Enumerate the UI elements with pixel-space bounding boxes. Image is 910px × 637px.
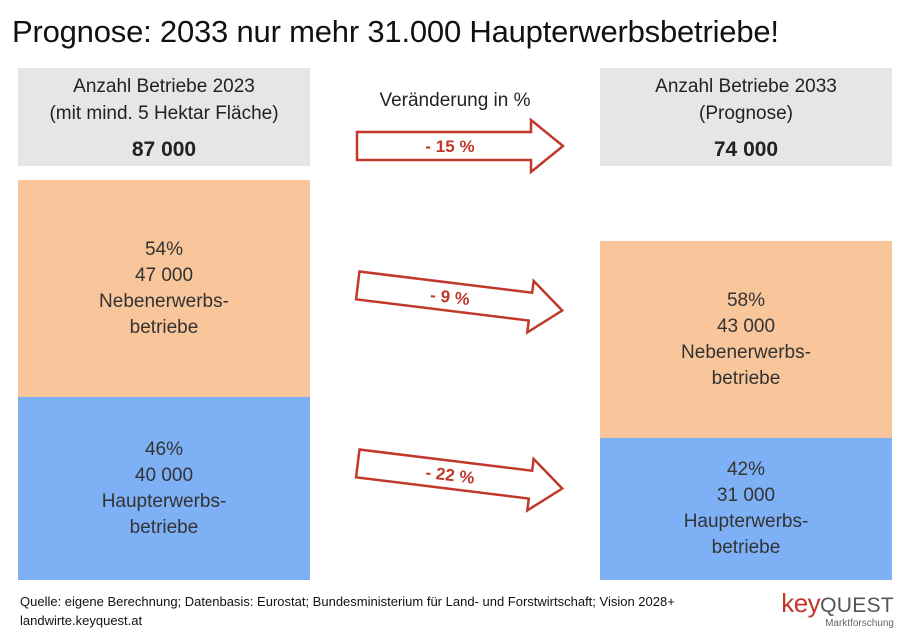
logo-key: key	[781, 588, 821, 618]
segment-count: 47 000	[134, 264, 194, 286]
segment-name-line1: Nebenerwerbs-	[681, 341, 811, 363]
segment-name-line1: Haupterwerbs-	[683, 511, 809, 532]
header-2033: Anzahl Betriebe 2033 (Prognose) 74 000	[600, 68, 892, 166]
logo-subtitle: Marktforschung	[825, 618, 894, 629]
arrow-shape	[354, 448, 565, 513]
arrow-total-label: - 15 %	[425, 137, 474, 156]
change-label: Veränderung in %	[379, 90, 531, 111]
total-2033: 74 000	[713, 138, 779, 161]
segment-count: 31 000	[716, 485, 776, 506]
header-2033-line2: (Prognose)	[699, 103, 793, 124]
segment-name-line2: betriebe	[711, 367, 781, 389]
logo-quest: QUEST	[820, 594, 894, 617]
header-2033-line1: Anzahl Betriebe 2033	[655, 76, 837, 97]
page-title: Prognose: 2033 nur mehr 31.000 Haupterwe…	[12, 14, 779, 49]
bar-segment-2033-haupterwerb: 42% 31 000 Haupterwerbs- betriebe	[600, 438, 892, 580]
segment-count: 43 000	[716, 315, 776, 337]
header-2023: Anzahl Betriebe 2023 (mit mind. 5 Hektar…	[18, 68, 310, 166]
source-text: Quelle: eigene Berechnung; Datenbasis: E…	[20, 594, 675, 609]
segment-count: 40 000	[134, 464, 194, 486]
segment-name-line1: Haupterwerbs-	[101, 490, 227, 512]
keyquest-logo: keyQUEST Marktforschung	[764, 589, 894, 629]
arrow-neben-change: - 9 %	[354, 270, 565, 335]
header-2023-line2: (mit mind. 5 Hektar Fläche)	[49, 103, 279, 124]
segment-pct: 46%	[144, 438, 183, 460]
segment-pct: 42%	[726, 459, 765, 480]
arrow-total-change: - 15 %	[355, 117, 565, 175]
source-note: Quelle: eigene Berechnung; Datenbasis: E…	[20, 592, 675, 630]
segment-name-line2: betriebe	[711, 537, 781, 558]
total-2023: 87 000	[131, 138, 197, 161]
bar-segment-2023-nebenerwerb: 54% 47 000 Nebenerwerbs- betriebe	[18, 180, 310, 397]
arrow-neben-label: - 9 %	[429, 285, 471, 309]
arrow-haupt-change: - 22 %	[354, 448, 565, 513]
segment-pct: 58%	[726, 289, 766, 311]
bar-segment-2033-nebenerwerb: 58% 43 000 Nebenerwerbs- betriebe	[600, 241, 892, 438]
source-url: landwirte.keyquest.at	[20, 613, 143, 628]
segment-pct: 54%	[144, 238, 184, 260]
segment-name-line2: betriebe	[129, 316, 199, 338]
arrow-shape	[355, 117, 565, 175]
bar-segment-2023-haupterwerb: 46% 40 000 Haupterwerbs- betriebe	[18, 397, 310, 580]
segment-name-line1: Nebenerwerbs-	[99, 290, 229, 312]
header-2023-line1: Anzahl Betriebe 2023	[73, 76, 255, 97]
segment-name-line2: betriebe	[129, 516, 199, 538]
arrow-shape	[354, 270, 565, 335]
